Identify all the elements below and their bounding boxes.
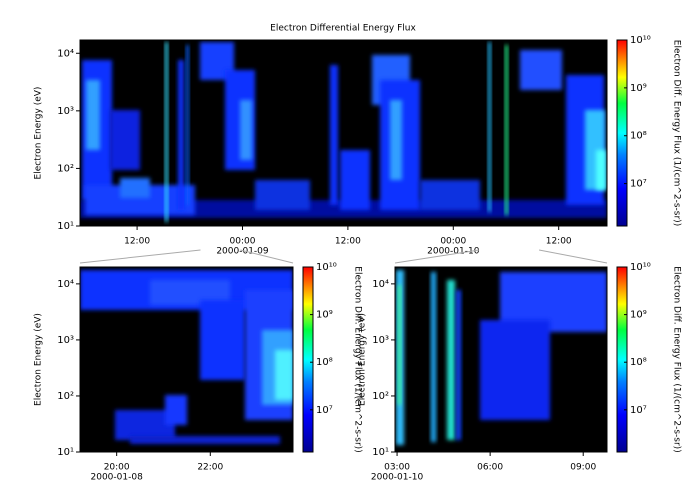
y-tick-label: 10⁴ (57, 48, 74, 59)
colorbar-label: Electron Diff. Energy Flux (1/(cm^2-s-sr… (672, 40, 682, 226)
y-tick-label: 10² (57, 391, 74, 402)
colorbar-tick-label: 10⁷ (630, 405, 647, 416)
y-tick-label: 10³ (57, 106, 74, 117)
colorbar-frame (302, 266, 314, 453)
colorbar-tick-label: 10⁹ (630, 83, 647, 94)
spectrogram-image (80, 270, 293, 444)
x-tick-label: 12:00 (546, 237, 572, 247)
y-tick-label: 10² (372, 391, 389, 402)
spectrogram-image (396, 270, 607, 445)
colorbar (303, 267, 313, 452)
colorbar-frame (616, 39, 628, 227)
chart-title: Electron Differential Energy Flux (270, 24, 416, 34)
zoom-connector (240, 249, 294, 264)
colorbar-tick-label: 10¹⁰ (316, 262, 337, 273)
x-tick-label: 03:00 (384, 463, 410, 473)
colorbar-tick-label: 10⁸ (630, 131, 647, 142)
plot-frame (394, 266, 608, 453)
x-tick-label: 22:00 (197, 463, 223, 473)
colorbar-tick-label: 10⁸ (630, 357, 647, 368)
y-axis-label: Electron Energy (eV) (34, 87, 44, 180)
colorbar-tick-label: 10¹⁰ (630, 262, 651, 273)
y-tick-label: 10³ (372, 335, 389, 346)
y-tick-label: 10¹ (372, 447, 389, 458)
y-tick-label: 10¹ (57, 447, 74, 458)
zoom-connector (538, 249, 608, 264)
x-tick-label: 20:00 (104, 463, 130, 473)
zoom-connector (394, 249, 480, 264)
x-tick-label: 12:00 (124, 237, 150, 247)
x-tick-date: 2000-01-09 (216, 247, 269, 257)
x-tick-label: 00:00 (440, 237, 466, 247)
zoom-connector (79, 249, 201, 264)
colorbar-tick-label: 10⁷ (316, 405, 333, 416)
y-axis-label: Electron Energy (eV) (34, 313, 44, 406)
colorbar-tick-label: 10⁹ (316, 310, 333, 321)
y-tick-label: 10⁴ (57, 279, 74, 290)
plot-frame (79, 266, 294, 453)
colorbar-tick-label: 10⁸ (316, 357, 333, 368)
plot-frame (79, 39, 608, 227)
x-tick-label: 00:00 (230, 237, 256, 247)
y-tick-label: 10¹ (57, 221, 74, 232)
colorbar (617, 267, 627, 452)
colorbar (617, 40, 627, 226)
colorbar-tick-label: 10⁹ (630, 310, 647, 321)
colorbar-tick-label: 10¹⁰ (630, 35, 651, 46)
x-tick-label: 09:00 (570, 463, 596, 473)
y-tick-label: 10² (57, 163, 74, 174)
colorbar-frame (616, 266, 628, 453)
x-tick-date: 2000-01-10 (427, 247, 480, 257)
y-tick-label: 10³ (57, 335, 74, 346)
x-tick-label: 06:00 (477, 463, 503, 473)
y-tick-label: 10⁴ (372, 279, 389, 290)
colorbar-label: Electron Diff. Energy Flux (1/(cm^2-s-sr… (353, 266, 363, 452)
panels (80, 40, 627, 452)
y-axis-label: Electron Energy (eV) (358, 313, 368, 406)
x-tick-label: 12:00 (335, 237, 361, 247)
x-tick-date: 2000-01-08 (91, 473, 144, 483)
colorbar-tick-label: 10⁷ (630, 179, 647, 190)
spectrogram-image (80, 42, 607, 222)
colorbar-label: Electron Diff. Energy Flux (1/(cm^2-s-sr… (672, 266, 682, 452)
x-tick-date: 2000-01-10 (371, 473, 424, 483)
